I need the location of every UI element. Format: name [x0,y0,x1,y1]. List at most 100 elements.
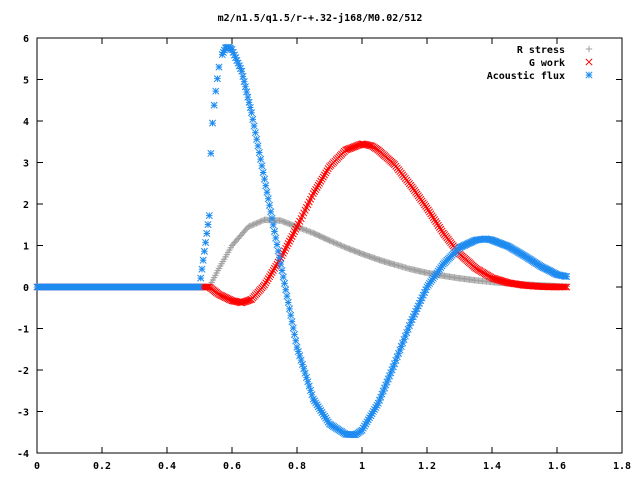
tick-labels: 0 0.2 0.4 0.6 0.8 1 1.2 1.4 1.6 1.8 -4 -3 -2 -1 0 1 2 3 4 5… [17,34,631,472]
data-point [403,329,411,337]
data-point [343,146,351,154]
data-point [290,330,299,338]
data-point [323,167,331,175]
data-point [362,420,370,428]
data-point [387,369,395,377]
data-point [333,240,340,247]
data-point [415,299,424,307]
data-point [329,238,336,245]
data-point [330,239,337,246]
data-point [383,378,391,386]
data-point [213,75,221,83]
data-point [267,270,275,279]
data-point [304,378,312,386]
data-point [236,64,245,73]
data-point [253,135,261,143]
data-point [563,283,571,291]
data-point [375,396,384,404]
data-point [202,238,210,246]
data-point [320,171,329,179]
data-point [238,67,246,75]
data-point [561,283,569,291]
data-point [229,48,237,56]
data-point [338,242,345,250]
data-point [409,313,417,321]
data-point [347,144,355,152]
data-point [239,72,247,80]
data-point [269,221,277,229]
x-tick-label: 1.2 [418,461,436,472]
data-point [219,48,227,56]
data-point [389,363,397,371]
data-point [287,311,295,319]
data-point [373,401,381,409]
data-point [250,122,258,130]
data-point [268,268,276,277]
data-point [243,88,251,96]
data-point [285,305,294,313]
data-point [342,146,350,154]
data-point [245,223,252,231]
data-point [251,129,259,137]
data-point [308,391,316,399]
data-point [319,173,327,181]
data-point [408,316,416,324]
y-tick-label: 1 [23,242,29,253]
data-point [307,228,314,236]
data-point [348,144,356,152]
data-point [380,384,389,392]
data-point [401,332,409,340]
data-point [345,145,354,153]
data-point [292,337,300,345]
data-point [247,109,256,117]
data-point [293,343,301,351]
data-point [358,426,366,434]
data-point [254,142,262,150]
data-point [250,221,257,228]
data-point [234,59,242,67]
data-point [382,381,390,389]
data-point [249,115,257,123]
data-point [353,142,361,150]
data-point [413,305,421,313]
x-tick-label: 0.4 [158,461,176,472]
data-point [208,119,217,127]
data-point [253,220,260,227]
data-point [205,212,213,220]
data-point [247,222,255,229]
data-point [422,286,430,294]
data-point [352,142,360,150]
data-point [260,281,269,289]
data-point [232,54,240,62]
data-point [372,403,380,411]
data-point [339,243,347,250]
legend-label: R stress [517,45,565,56]
data-point [585,58,593,66]
data-point [350,143,359,151]
data-point [364,416,372,424]
data-point [395,349,403,357]
y-tick-label: 3 [23,159,29,170]
data-point [204,220,212,229]
data-point [249,221,256,229]
data-point [404,325,412,333]
data-point [417,297,425,305]
data-point [368,410,376,418]
data-point [235,62,243,70]
data-point [326,237,333,244]
data-point [280,279,289,287]
data-point [370,405,379,413]
data-point [585,71,593,79]
data-point [420,288,429,296]
data-point [258,162,266,170]
data-point [218,51,226,59]
y-tick-label: 6 [23,34,29,45]
data-point [270,264,279,272]
data-point [207,149,215,157]
x-tick-label: 0.8 [288,461,306,472]
data-point [246,103,254,112]
data-point [305,382,313,390]
data-point [198,265,206,273]
